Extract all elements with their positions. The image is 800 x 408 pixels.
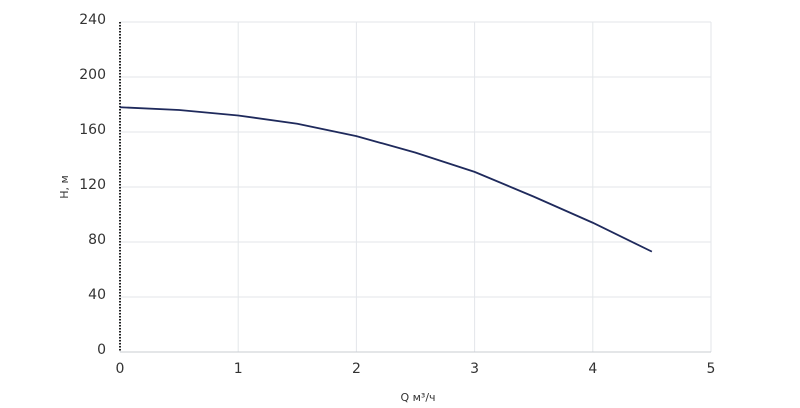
y-tick-label: 120 [79, 177, 106, 193]
y-tick-label: 200 [79, 67, 106, 83]
x-tick-label: 4 [588, 361, 597, 377]
x-tick-label: 0 [116, 361, 125, 377]
y-tick-label: 80 [88, 232, 106, 248]
y-tick-label: 160 [79, 122, 106, 138]
x-tick-label: 3 [470, 361, 479, 377]
y-tick-label: 40 [88, 287, 106, 303]
x-axis-label: Q м³/ч [400, 391, 435, 404]
data-line [119, 106, 653, 253]
y-tick-label: 0 [97, 342, 106, 358]
y-tick-label: 240 [79, 12, 106, 28]
x-tick-label: 1 [234, 361, 243, 377]
x-tick-label: 2 [352, 361, 361, 377]
x-tick-label: 5 [707, 361, 716, 377]
y-axis-label: H, м [58, 175, 71, 199]
